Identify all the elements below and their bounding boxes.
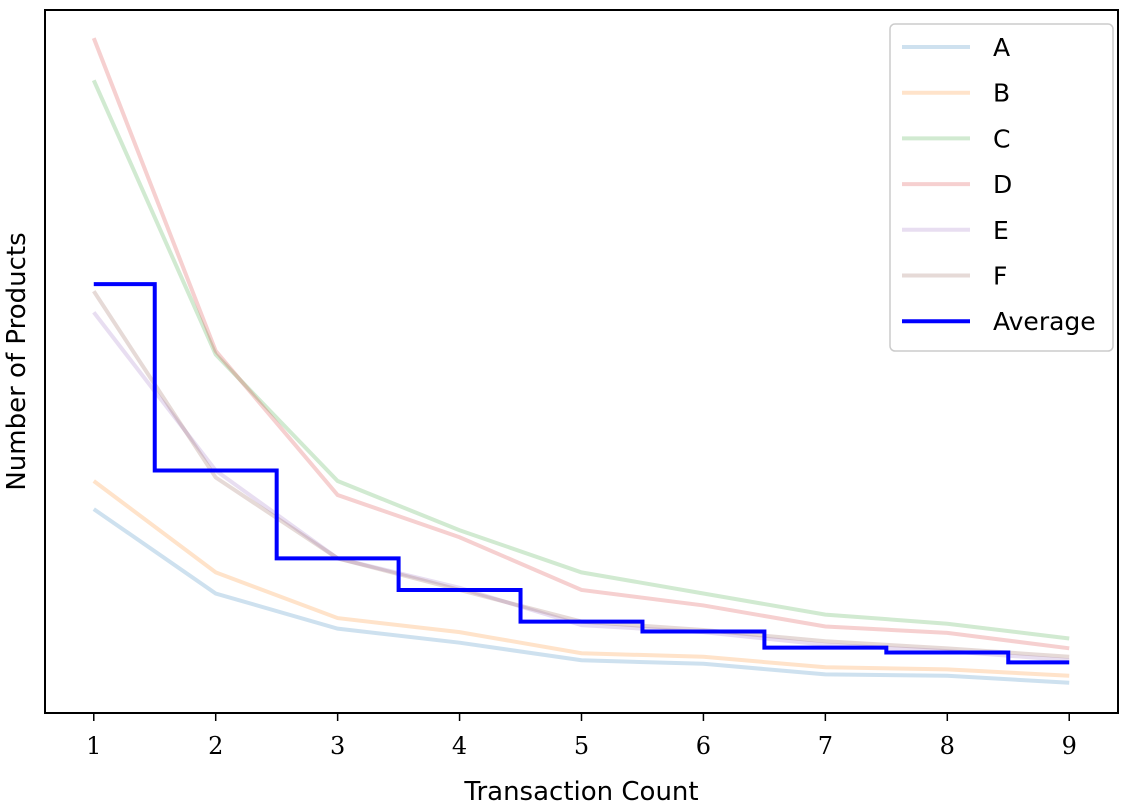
legend-label-d: D: [993, 170, 1012, 199]
x-tick-label: 8: [940, 732, 955, 760]
x-tick-label: 5: [574, 732, 589, 760]
series-line-average: [93, 282, 1070, 665]
x-tick-label: 3: [330, 732, 345, 760]
plot-lines: [91, 37, 1070, 685]
x-tick-label: 2: [208, 732, 223, 760]
legend-label-a: A: [993, 33, 1010, 62]
x-tick-label: 4: [452, 732, 467, 760]
series-line-e: [92, 311, 1070, 663]
series-line-c: [91, 79, 1070, 641]
series-line-b: [92, 479, 1070, 678]
x-tick-label: 9: [1062, 732, 1077, 760]
legend-label-average: Average: [993, 307, 1096, 336]
legend-label-f: F: [993, 262, 1007, 291]
y-axis-title: Number of Products: [2, 232, 32, 490]
series-line-d: [91, 37, 1070, 651]
series-line-a: [92, 507, 1070, 685]
legend-label-e: E: [993, 216, 1009, 245]
x-tick-label: 6: [696, 732, 711, 760]
x-tick-label: 1: [86, 732, 101, 760]
legend-label-b: B: [993, 79, 1010, 108]
legend-box: [889, 23, 1114, 352]
x-axis-ticks: 1 2 3 4 5 6 7 8 9: [86, 713, 1077, 760]
legend-label-c: C: [993, 124, 1010, 153]
x-axis-title: Transaction Count: [463, 777, 698, 807]
x-tick-label: 7: [818, 732, 833, 760]
